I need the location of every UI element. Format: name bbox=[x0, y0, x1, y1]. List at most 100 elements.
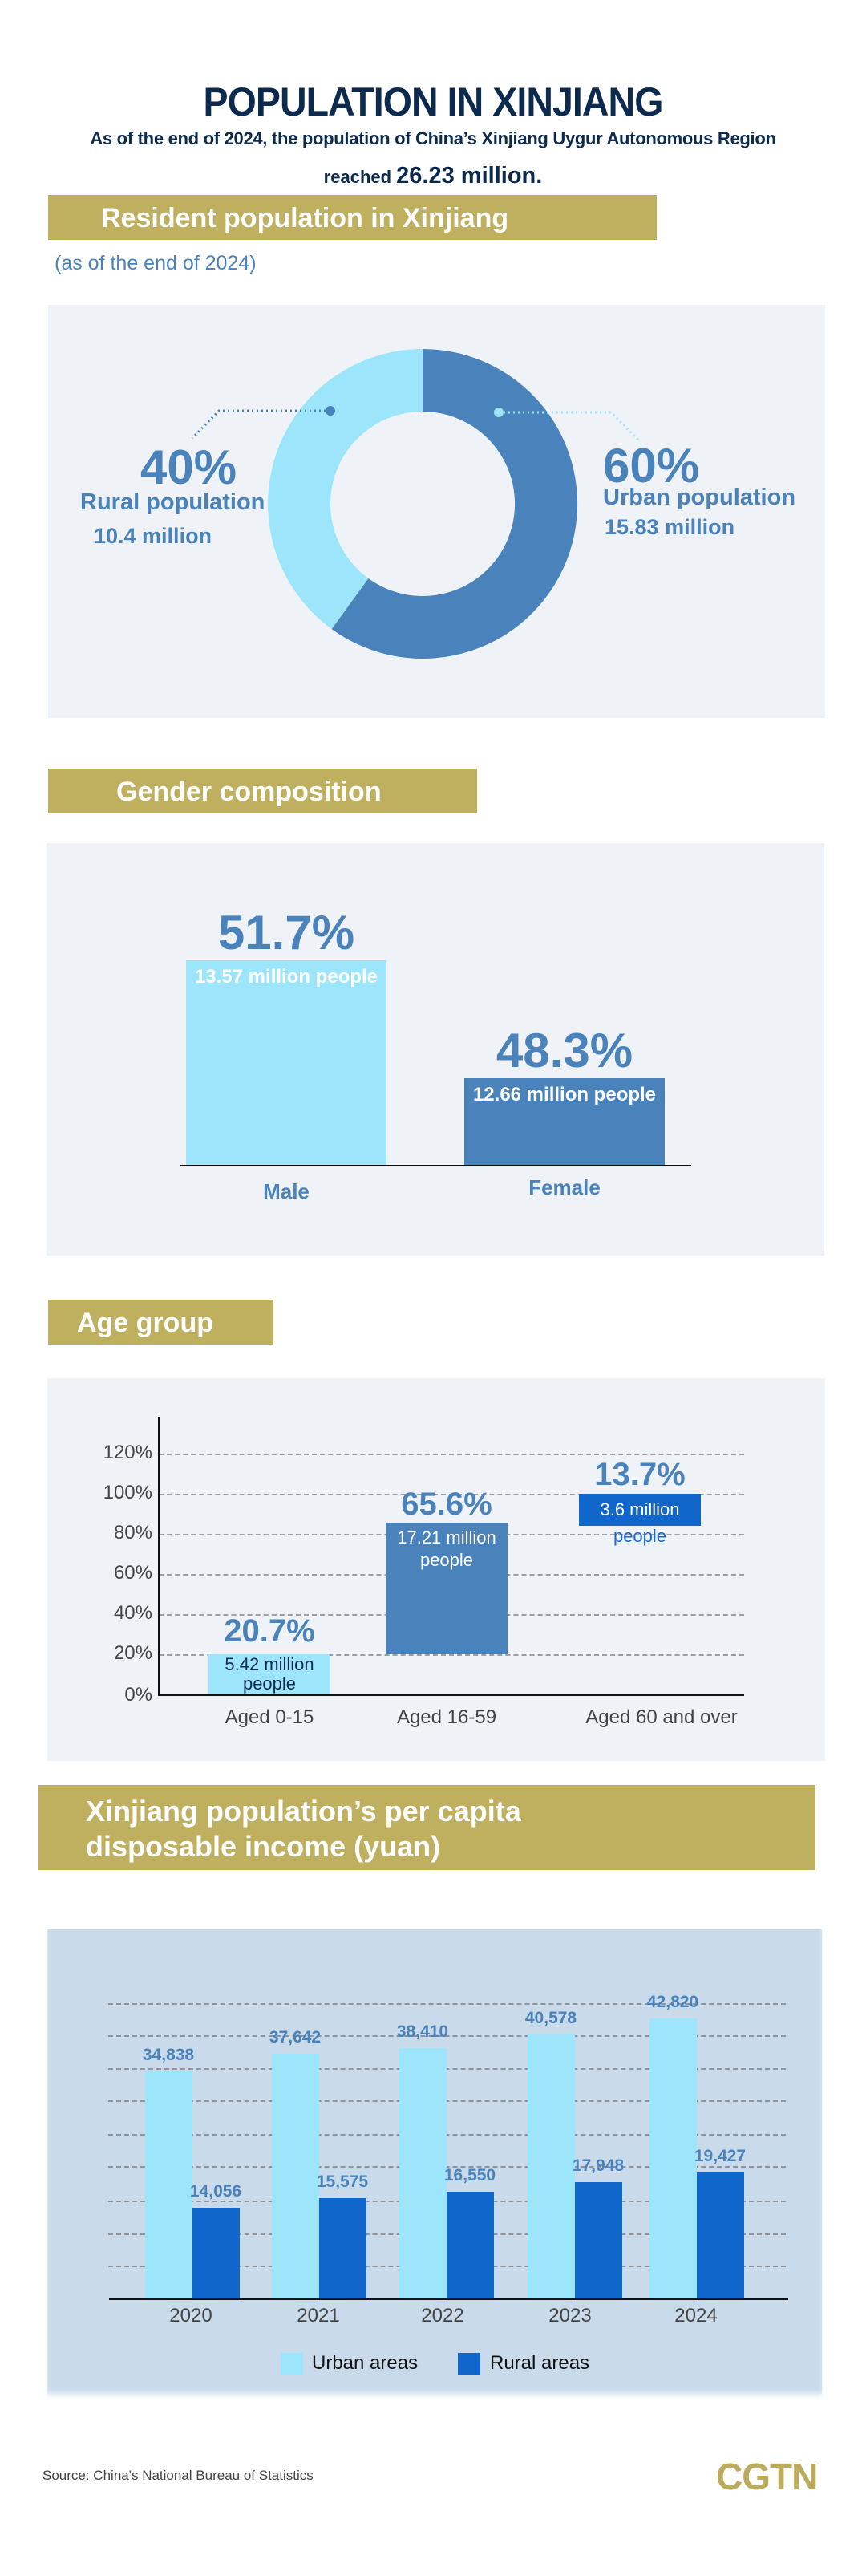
donut-chart bbox=[191, 349, 641, 659]
rural-label: Rural population bbox=[80, 489, 265, 515]
urban-value: 15.83 million bbox=[605, 515, 735, 539]
income-gridline bbox=[108, 2035, 786, 2037]
age-x-axis bbox=[158, 1694, 744, 1696]
urban-value-2023: 40,578 bbox=[524, 2009, 577, 2027]
value-line: 17.21 million bbox=[397, 1527, 496, 1548]
rural-value-2021: 15,575 bbox=[316, 2172, 369, 2191]
rural-value-2022: 16,550 bbox=[443, 2166, 496, 2185]
rural-value-2024: 19,427 bbox=[694, 2147, 747, 2165]
rural-value: 10.4 million bbox=[94, 524, 212, 548]
legend-urban-label: Urban areas bbox=[312, 2352, 419, 2374]
legend-urban-swatch bbox=[281, 2353, 303, 2375]
urban-value-2020: 34,838 bbox=[142, 2046, 195, 2064]
ytick-label: 120% bbox=[103, 1442, 152, 1463]
age-bar-16-59: 17.21 million people bbox=[386, 1523, 508, 1654]
section-title-line2: disposable income (yuan) bbox=[86, 1830, 441, 1863]
ytick-label: 80% bbox=[113, 1522, 152, 1544]
section-header-age: Age group bbox=[48, 1300, 273, 1345]
resident-note: (as of the end of 2024) bbox=[55, 252, 257, 274]
age-label-16-59: Aged 16-59 bbox=[396, 1706, 497, 1728]
male-percent: 51.7% bbox=[217, 906, 355, 959]
cgtn-logo: CGTN bbox=[716, 2456, 818, 2497]
ytick-label: 20% bbox=[113, 1642, 152, 1664]
value-line: 5.42 million bbox=[225, 1654, 314, 1674]
female-bar: 12.66 million people bbox=[464, 1078, 665, 1166]
section-title: Age group bbox=[77, 1308, 213, 1338]
year-label-2023: 2023 bbox=[548, 2305, 592, 2327]
year-label-2024: 2024 bbox=[674, 2305, 718, 2327]
gender-panel bbox=[47, 843, 824, 1256]
income-bar-urban-2023 bbox=[528, 2034, 575, 2299]
urban-label: Urban population bbox=[603, 485, 796, 510]
ytick-label: 60% bbox=[113, 1562, 152, 1584]
income-bar-urban-2024 bbox=[650, 2018, 697, 2299]
age-16-59-value: 17.21 million people bbox=[386, 1527, 508, 1572]
year-label-2020: 2020 bbox=[169, 2305, 212, 2327]
male-value: 13.57 million people bbox=[194, 966, 378, 988]
urban-leader-line bbox=[494, 408, 641, 442]
age-60-over-value-line1: 3.6 million bbox=[600, 1499, 680, 1519]
urban-value-2021: 37,642 bbox=[269, 2028, 322, 2047]
age-60-over-percent: 13.7% bbox=[594, 1457, 686, 1492]
income-bar-rural-2020 bbox=[192, 2208, 240, 2299]
urban-percent: 60% bbox=[603, 439, 700, 493]
income-gridline bbox=[108, 2068, 786, 2070]
age-16-59-percent: 65.6% bbox=[401, 1487, 492, 1522]
section-header-gender: Gender composition bbox=[48, 769, 477, 813]
income-bar-urban-2020 bbox=[145, 2071, 192, 2299]
year-label-2021: 2021 bbox=[297, 2305, 340, 2327]
page-subtitle-total: reached 26.23 million. bbox=[0, 163, 866, 189]
ytick-label: 100% bbox=[103, 1482, 152, 1503]
ytick-label: 0% bbox=[124, 1684, 152, 1706]
age-60-over-value-line2: people bbox=[613, 1526, 667, 1546]
section-header-resident: Resident population in Xinjiang bbox=[48, 195, 657, 240]
total-population-value: 26.23 million. bbox=[396, 163, 543, 189]
page-title: POPULATION IN XINJIANG bbox=[203, 79, 664, 124]
rural-leader-line bbox=[191, 406, 335, 440]
value-line: people bbox=[242, 1673, 297, 1694]
income-bar-rural-2021 bbox=[319, 2198, 366, 2299]
value-line: people bbox=[419, 1550, 474, 1570]
female-value: 12.66 million people bbox=[472, 1084, 657, 1105]
income-gridline bbox=[108, 2003, 786, 2005]
gridline-120 bbox=[159, 1454, 744, 1455]
donut-urban-segment bbox=[331, 349, 578, 659]
gridline-20 bbox=[159, 1654, 744, 1656]
age-bar-60-over: 3.6 million bbox=[579, 1494, 701, 1526]
gridline-100 bbox=[159, 1494, 744, 1495]
income-bar-rural-2024 bbox=[697, 2172, 744, 2299]
age-0-15-value: 5.42 million people bbox=[208, 1655, 330, 1694]
donut-rural-segment bbox=[268, 349, 423, 630]
section-title: Gender composition bbox=[116, 777, 382, 807]
rural-percent: 40% bbox=[140, 440, 237, 494]
legend-rural-swatch bbox=[458, 2353, 480, 2375]
section-title-line1: Xinjiang population’s per capita bbox=[86, 1795, 521, 1828]
ytick-label: 40% bbox=[113, 1602, 152, 1624]
income-gridline bbox=[108, 2134, 786, 2136]
section-title: Resident population in Xinjiang bbox=[101, 203, 509, 233]
female-percent: 48.3% bbox=[496, 1024, 633, 1077]
rural-value-2023: 17,948 bbox=[572, 2156, 625, 2175]
income-gridline bbox=[108, 2100, 786, 2102]
age-0-15-percent: 20.7% bbox=[224, 1613, 315, 1649]
gender-axis bbox=[180, 1165, 691, 1166]
income-x-axis bbox=[109, 2298, 788, 2300]
subtitle-prefix: reached bbox=[323, 167, 397, 187]
income-bar-urban-2021 bbox=[272, 2054, 319, 2299]
section-header-income: Xinjiang population’s per capita disposa… bbox=[38, 1785, 815, 1870]
urban-value-2024: 42,820 bbox=[646, 1993, 699, 2011]
male-bar: 13.57 million people bbox=[186, 960, 386, 1166]
urban-value-2022: 38,410 bbox=[396, 2022, 449, 2041]
legend-rural-label: Rural areas bbox=[490, 2352, 590, 2374]
male-label: Male bbox=[263, 1179, 310, 1203]
source-note: Source: China's National Bureau of Stati… bbox=[42, 2468, 314, 2483]
income-gridline bbox=[108, 2166, 786, 2168]
year-label-2022: 2022 bbox=[421, 2305, 464, 2327]
age-bar-0-15: 5.42 million people bbox=[208, 1654, 330, 1695]
age-label-60-over: Aged 60 and over bbox=[585, 1706, 738, 1728]
income-bar-rural-2022 bbox=[447, 2192, 494, 2299]
rural-value-2020: 14,056 bbox=[189, 2182, 242, 2201]
female-label: Female bbox=[528, 1175, 601, 1199]
page-subtitle: As of the end of 2024, the population of… bbox=[90, 128, 776, 148]
age-y-axis bbox=[158, 1417, 160, 1696]
